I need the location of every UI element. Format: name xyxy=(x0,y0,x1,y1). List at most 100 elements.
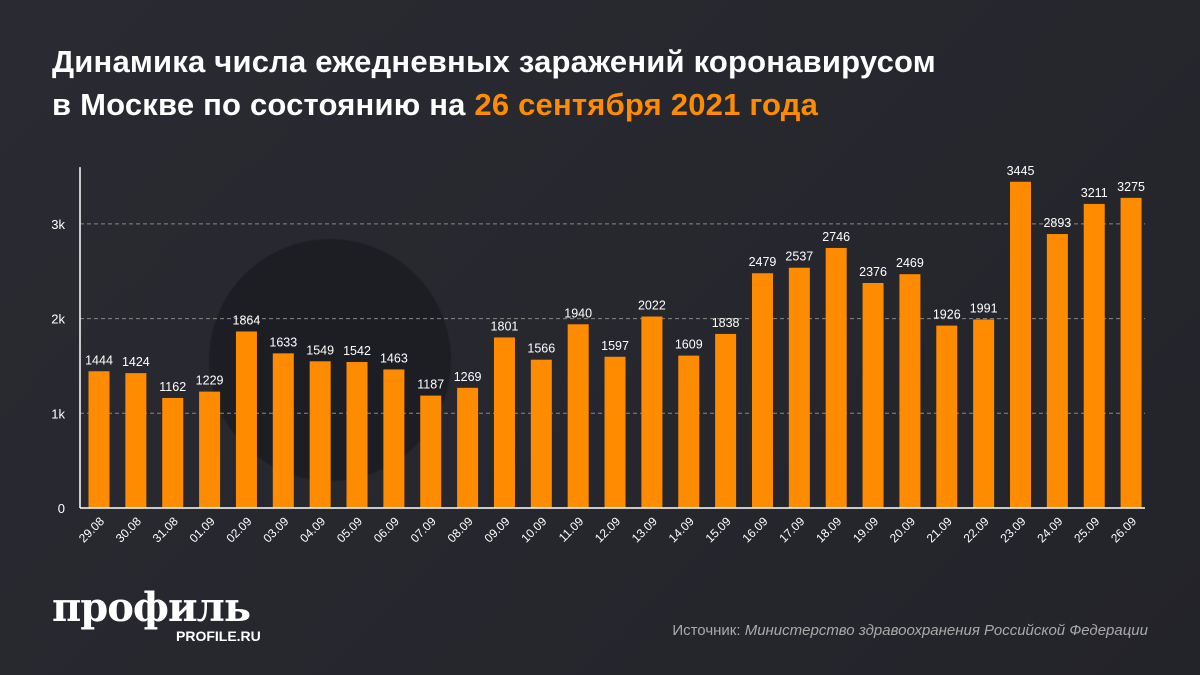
bar xyxy=(788,267,810,508)
x-tick-label: 09.09 xyxy=(481,514,512,545)
x-tick-label: 01.09 xyxy=(187,514,218,545)
logo-en: PROFILE.RU xyxy=(176,628,261,644)
profile-logo: профиль PROFILE.RU xyxy=(52,584,261,645)
source-text: Министерство здравоохранения Российской … xyxy=(744,622,1148,639)
data-label: 1991 xyxy=(970,301,998,315)
y-tick-label: 0 xyxy=(58,501,65,516)
bar xyxy=(235,331,257,508)
bar xyxy=(1120,197,1142,509)
bar xyxy=(973,319,995,508)
bar xyxy=(530,359,552,508)
data-label: 2479 xyxy=(749,255,777,269)
bar xyxy=(493,337,515,508)
x-tick-label: 16.09 xyxy=(739,514,770,545)
y-tick-label: 1k xyxy=(51,406,65,421)
bar xyxy=(457,387,479,508)
bar xyxy=(383,369,405,508)
bar xyxy=(567,324,589,508)
data-label: 2893 xyxy=(1043,216,1071,230)
title-line2: в Москве по состоянию на xyxy=(52,87,475,122)
x-tick-label: 29.08 xyxy=(76,514,107,545)
data-label: 2376 xyxy=(859,265,887,279)
data-label: 3211 xyxy=(1081,186,1108,200)
x-tick-label: 24.09 xyxy=(1034,514,1065,545)
x-tick-label: 30.08 xyxy=(113,514,144,545)
x-tick-label: 31.08 xyxy=(150,514,181,545)
bar xyxy=(1083,203,1105,508)
x-tick-label: 15.09 xyxy=(703,514,734,545)
bar xyxy=(88,371,110,508)
x-tick-label: 05.09 xyxy=(334,514,365,545)
x-tick-label: 18.09 xyxy=(813,514,844,545)
title-line1: Динамика числа ежедневных заражений коро… xyxy=(52,44,936,79)
logo-ru: профиль xyxy=(52,584,251,631)
data-label: 2022 xyxy=(638,299,666,313)
x-tick-label: 02.09 xyxy=(223,514,254,545)
data-label: 1424 xyxy=(122,355,150,369)
bar xyxy=(1010,181,1031,509)
bar xyxy=(604,356,626,508)
data-label: 1940 xyxy=(564,306,592,320)
bar xyxy=(899,274,921,508)
x-tick-label: 25.09 xyxy=(1071,514,1102,545)
x-tick-label: 22.09 xyxy=(961,514,992,545)
data-label: 1838 xyxy=(712,316,740,330)
x-tick-label: 12.09 xyxy=(592,514,623,545)
data-label: 1162 xyxy=(159,380,186,394)
data-label: 1269 xyxy=(454,370,482,384)
x-tick-label: 06.09 xyxy=(371,514,402,545)
data-label: 1609 xyxy=(675,338,703,352)
data-label: 1542 xyxy=(343,344,371,358)
bar xyxy=(309,361,331,508)
x-tick-label: 20.09 xyxy=(887,514,918,545)
data-label: 1926 xyxy=(933,308,961,322)
data-label: 1444 xyxy=(85,353,113,367)
source-note: Источник: Министерство здравоохранения Р… xyxy=(672,622,1148,639)
x-tick-label: 03.09 xyxy=(260,514,291,545)
data-label: 1597 xyxy=(601,339,629,353)
x-tick-label: 07.09 xyxy=(408,514,439,545)
data-label: 3275 xyxy=(1117,180,1145,194)
data-label: 1801 xyxy=(491,319,519,333)
title-date: 26 сентября 2021 года xyxy=(474,87,819,122)
data-label: 1229 xyxy=(196,374,224,388)
source-label: Источник: xyxy=(672,622,745,639)
x-tick-label: 04.09 xyxy=(297,514,328,545)
bar xyxy=(641,316,663,508)
x-tick-label: 17.09 xyxy=(776,514,807,545)
bar xyxy=(936,325,958,508)
x-tick-label: 11.09 xyxy=(556,514,587,545)
data-label: 1549 xyxy=(306,343,334,357)
bar xyxy=(862,282,884,508)
x-tick-label: 19.09 xyxy=(850,514,881,545)
data-label: 1566 xyxy=(527,342,555,356)
bar xyxy=(162,397,184,508)
bar xyxy=(125,373,147,508)
data-label: 1864 xyxy=(233,313,261,327)
x-tick-label: 23.09 xyxy=(997,514,1028,545)
bar xyxy=(346,361,368,508)
bar xyxy=(1046,234,1068,508)
bar xyxy=(199,391,221,508)
bar xyxy=(678,355,700,508)
bar xyxy=(751,273,773,508)
data-label: 3445 xyxy=(1007,164,1035,178)
x-tick-label: 14.09 xyxy=(666,514,697,545)
data-label: 1633 xyxy=(269,335,297,349)
bar xyxy=(715,333,737,508)
data-label: 1187 xyxy=(417,378,444,392)
x-tick-label: 13.09 xyxy=(629,514,660,545)
bar xyxy=(420,395,442,508)
x-tick-label: 08.09 xyxy=(445,514,476,545)
data-label: 2469 xyxy=(896,256,924,270)
data-label: 2537 xyxy=(785,250,813,264)
x-tick-label: 10.09 xyxy=(518,514,549,545)
y-tick-label: 3k xyxy=(51,217,65,232)
x-tick-label: 21.09 xyxy=(924,514,955,545)
bar xyxy=(825,247,847,508)
bar xyxy=(272,353,294,508)
x-tick-label: 26.09 xyxy=(1108,514,1139,545)
chart-title: Динамика числа ежедневных заражений коро… xyxy=(52,40,936,126)
